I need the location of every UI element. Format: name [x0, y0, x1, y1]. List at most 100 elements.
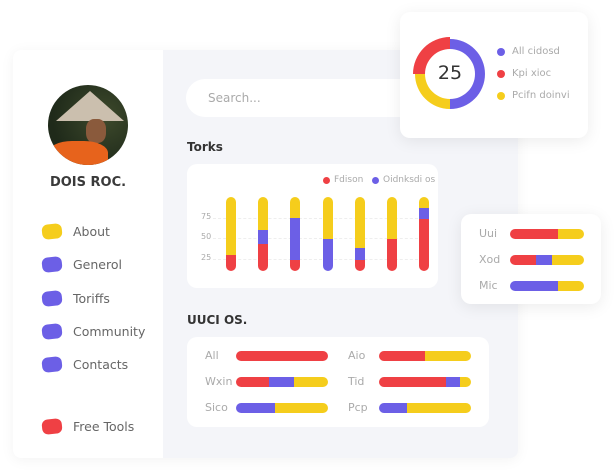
sidebar-item-label: About	[73, 224, 110, 239]
uuci-heading: UUCI OS.	[187, 313, 248, 327]
bar-segment	[558, 229, 584, 239]
uuci-card: All Aio Wxin Tid Sico Pcp	[187, 337, 489, 427]
sidebar-item-label: Free Tools	[73, 419, 135, 434]
grid-line	[213, 217, 428, 219]
stacked-bar	[354, 197, 365, 271]
grid-line	[213, 258, 428, 260]
row-label: Sico	[205, 401, 228, 414]
stacked-bar	[322, 197, 333, 271]
sidebar-item-toriffs[interactable]: Toriffs	[41, 289, 110, 308]
bar-segment	[419, 197, 430, 208]
uuci-bar	[379, 377, 471, 387]
bar-segment	[293, 377, 328, 387]
bar-segment	[290, 197, 301, 218]
bar-segment	[535, 255, 553, 265]
bar-segment	[236, 351, 328, 361]
stacked-bar	[387, 197, 397, 271]
nav-blob-icon	[41, 289, 63, 308]
legend-label: Kpi xioc	[512, 68, 552, 79]
stacked-bar	[258, 197, 269, 271]
bar-segment	[406, 403, 471, 413]
bar-segment	[446, 377, 460, 387]
donut-legend-item: Kpi xioc	[497, 68, 551, 79]
uuci-bar	[236, 377, 328, 387]
side-bar	[510, 281, 584, 291]
bar-segment	[290, 260, 301, 271]
sidebar-item-label: Community	[73, 324, 146, 339]
grid-line	[213, 238, 428, 240]
torks-heading: Torks	[187, 140, 223, 154]
donut-segment-yellow	[415, 74, 450, 109]
bar-segment	[419, 207, 430, 220]
sidebar-item-about[interactable]: About	[41, 222, 110, 241]
donut-chart	[413, 37, 485, 109]
y-tick-label: 75	[201, 211, 212, 221]
stacked-bar	[226, 197, 236, 271]
donut-segment-purple	[450, 39, 485, 109]
legend-dot	[497, 69, 505, 78]
bar-segment	[290, 217, 301, 261]
search-input[interactable]: Search...	[186, 79, 426, 117]
nav-blob-icon	[41, 417, 63, 436]
donut-legend-item: All cidosd	[497, 46, 560, 57]
bar-segment	[354, 197, 365, 249]
donut-card: 25 All cidosd Kpi xioc Pcifn doinvi	[400, 12, 588, 138]
sidebar-item-label: Contacts	[73, 357, 129, 372]
bar-segment	[236, 403, 275, 413]
bar-segment	[510, 281, 559, 291]
sidebar-item-generol[interactable]: Generol	[41, 255, 122, 274]
bar-segment	[322, 197, 333, 240]
legend-item: Fdison	[323, 175, 363, 185]
legend-label: All cidosd	[512, 46, 560, 57]
legend-label: Oidnksdi os	[383, 175, 436, 185]
nav-blob-icon	[41, 322, 63, 341]
legend-dot	[497, 47, 505, 56]
nav-blob-icon	[41, 355, 63, 374]
uuci-bar	[236, 403, 328, 413]
bar-segment	[510, 255, 536, 265]
sidebar-item-free-tools[interactable]: Free Tools	[41, 417, 135, 436]
uuci-bar	[379, 351, 471, 361]
bar-segment	[226, 254, 236, 271]
sidebar-item-label: Toriffs	[73, 291, 110, 306]
side-bar	[510, 229, 584, 239]
row-label: Mic	[479, 279, 498, 292]
bar-segment	[387, 239, 397, 271]
sidebar-item-contacts[interactable]: Contacts	[41, 355, 129, 374]
bar-segment	[552, 255, 584, 265]
bar-segment	[226, 197, 236, 255]
bar-segment	[354, 260, 365, 271]
row-label: Wxin	[205, 375, 233, 388]
sidebar: DOIS ROC. About Generol Toriffs Community Co…	[13, 50, 163, 458]
bar-segment	[425, 351, 471, 361]
bar-segment	[274, 403, 328, 413]
stacked-bar-chart: Fdison Oidnksdi os 25 50 75	[187, 164, 438, 288]
legend-item: Oidnksdi os	[372, 175, 435, 185]
profile-name: DOIS ROC.	[49, 175, 127, 190]
row-label: Tid	[348, 375, 365, 388]
nav-blob-icon	[41, 255, 63, 274]
row-label: All	[205, 349, 219, 362]
stacked-bar	[290, 197, 301, 271]
bar-segment	[459, 377, 471, 387]
bar-segment	[258, 230, 269, 244]
stacked-bar	[419, 197, 430, 271]
bar-segment	[379, 403, 407, 413]
legend-dot	[497, 91, 505, 100]
bar-segment	[510, 229, 559, 239]
bar-segment	[322, 239, 333, 271]
uuci-bar	[236, 351, 328, 361]
donut-segment-red	[413, 37, 450, 74]
bar-segment	[419, 219, 430, 271]
sidebar-item-community[interactable]: Community	[41, 322, 146, 341]
uuci-bar	[379, 403, 471, 413]
bar-segment	[387, 197, 397, 240]
side-bar	[510, 255, 584, 265]
side-bars-card: Uui Xod Mic	[461, 214, 601, 304]
bar-segment	[379, 351, 425, 361]
nav-blob-icon	[41, 222, 63, 241]
y-tick-label: 50	[201, 232, 212, 242]
bar-segment	[558, 281, 584, 291]
legend-label: Pcifn doinvi	[512, 90, 570, 101]
row-label: Pcp	[348, 401, 368, 414]
